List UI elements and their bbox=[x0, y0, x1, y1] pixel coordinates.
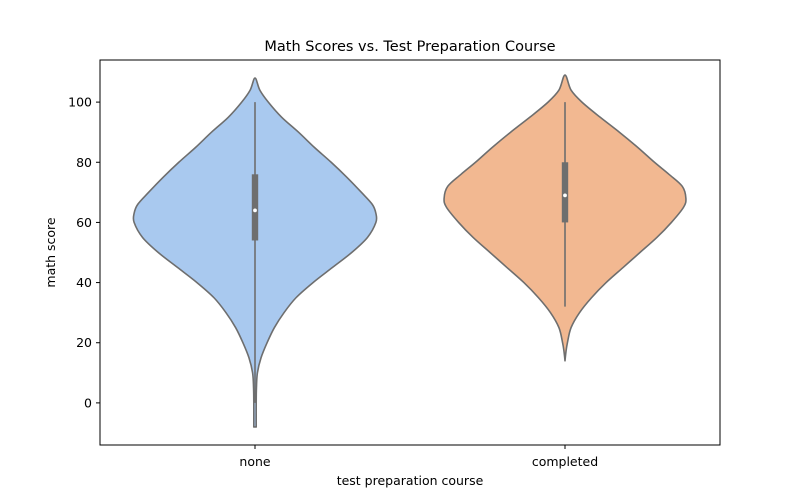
x-axis-ticks: none completed bbox=[239, 445, 598, 469]
median-point-none bbox=[253, 208, 257, 213]
inner-box-plots bbox=[251, 102, 569, 403]
x-axis-label: test preparation course bbox=[337, 473, 484, 488]
iqr-box-completed bbox=[561, 162, 569, 223]
y-axis-label: math score bbox=[43, 217, 58, 288]
median-point-completed bbox=[563, 193, 567, 198]
plot-area-frame bbox=[99, 59, 721, 446]
y-tick-label: 100 bbox=[68, 95, 92, 110]
y-tick-label: 80 bbox=[76, 155, 92, 170]
y-tick-label: 20 bbox=[76, 335, 92, 350]
y-tick-label: 40 bbox=[76, 275, 92, 290]
y-tick-label: 0 bbox=[84, 395, 92, 410]
x-tick-label-completed: completed bbox=[532, 454, 598, 469]
y-axis-ticks: 0 20 40 60 80 100 bbox=[68, 95, 100, 410]
chart-title: Math Scores vs. Test Preparation Course bbox=[264, 39, 555, 55]
y-tick-label: 60 bbox=[76, 215, 92, 230]
violins bbox=[132, 74, 687, 428]
iqr-box-none bbox=[251, 174, 259, 241]
x-tick-label-none: none bbox=[239, 454, 270, 469]
